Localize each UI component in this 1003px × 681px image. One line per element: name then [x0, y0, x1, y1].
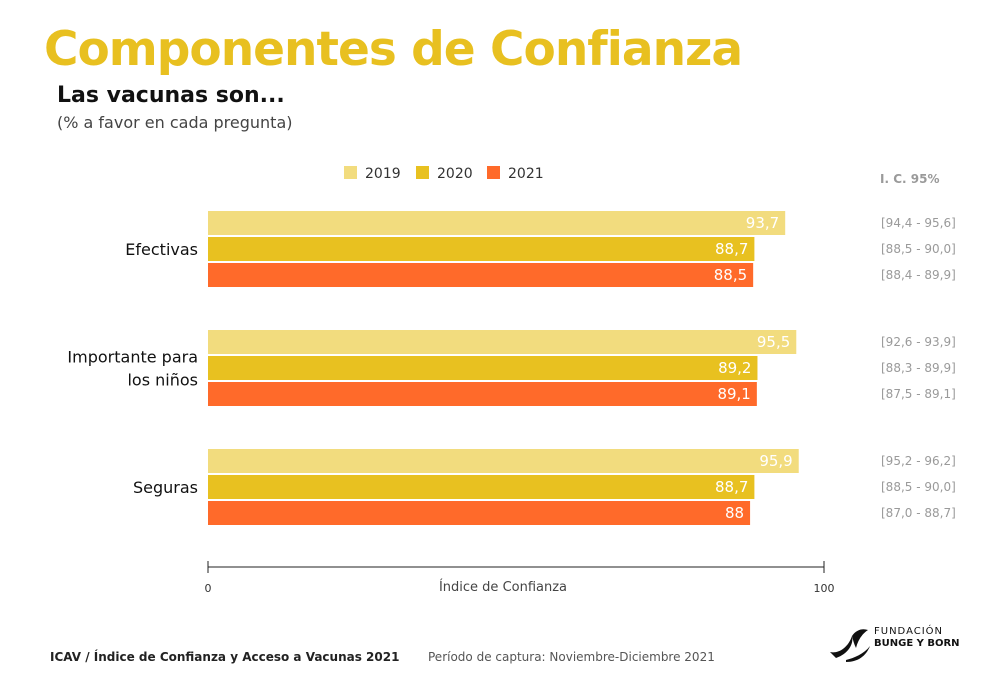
logo-text: FUNDACIÓN BUNGE Y BORN	[874, 626, 960, 650]
bar-value-label: 88,5	[714, 266, 747, 284]
x-axis-title: Índice de Confianza	[439, 579, 567, 595]
legend-label-2019: 2019	[365, 166, 401, 182]
ci-label: [87,5 - 89,1]	[881, 387, 956, 401]
bar-value-label: 93,7	[746, 214, 779, 232]
legend-label-2020: 2020	[437, 166, 473, 182]
bar-value-label: 89,1	[717, 385, 750, 403]
category-label: Seguras	[133, 478, 198, 497]
chart-subtitle: Las vacunas son...	[57, 83, 285, 108]
bar	[208, 237, 755, 261]
legend-label-2021: 2021	[508, 166, 544, 182]
category-label: Importante para	[67, 348, 198, 367]
page-title: Componentes de Confianza	[44, 22, 743, 77]
ci-label: [92,6 - 93,9]	[881, 335, 956, 349]
ci-label: [94,4 - 95,6]	[881, 216, 956, 230]
bar	[208, 356, 758, 380]
x-tick-label: 100	[814, 582, 835, 595]
bar	[208, 449, 799, 473]
bar-value-label: 89,2	[718, 359, 751, 377]
bar-value-label: 88,7	[715, 240, 748, 258]
x-tick-label: 0	[205, 582, 212, 595]
ci-column-header: I. C. 95%	[880, 172, 940, 186]
chart-note: (% a favor en cada pregunta)	[57, 113, 293, 132]
bar	[208, 330, 797, 354]
bar-value-label: 95,5	[757, 333, 790, 351]
bar-value-label: 88,7	[715, 478, 748, 496]
bar	[208, 211, 786, 235]
ci-label: [88,5 - 90,0]	[881, 242, 956, 256]
leaf-logo-icon	[830, 629, 870, 662]
ci-label: [88,3 - 89,9]	[881, 361, 956, 375]
legend-swatch-2021	[487, 166, 500, 179]
footer-source: ICAV / Índice de Confianza y Acceso a Va…	[50, 650, 400, 664]
bar	[208, 382, 757, 406]
ci-label: [95,2 - 96,2]	[881, 454, 956, 468]
bar	[208, 263, 754, 287]
logo-line-1: FUNDACIÓN	[874, 626, 944, 637]
bar	[208, 501, 751, 525]
ci-label: [88,5 - 90,0]	[881, 480, 956, 494]
bar	[208, 475, 755, 499]
legend-swatch-2020	[416, 166, 429, 179]
foundation-logo: FUNDACIÓN BUNGE Y BORN	[826, 624, 966, 664]
category-label: Efectivas	[125, 240, 198, 259]
footer-period: Período de captura: Noviembre-Diciembre …	[428, 650, 715, 664]
category-label: los niños	[127, 371, 198, 390]
logo-line-2: BUNGE Y BORN	[874, 638, 960, 649]
bar-value-label: 88	[725, 504, 744, 522]
bar-value-label: 95,9	[759, 452, 792, 470]
ci-label: [88,4 - 89,9]	[881, 268, 956, 282]
ci-label: [87,0 - 88,7]	[881, 506, 956, 520]
legend-swatch-2019	[344, 166, 357, 179]
